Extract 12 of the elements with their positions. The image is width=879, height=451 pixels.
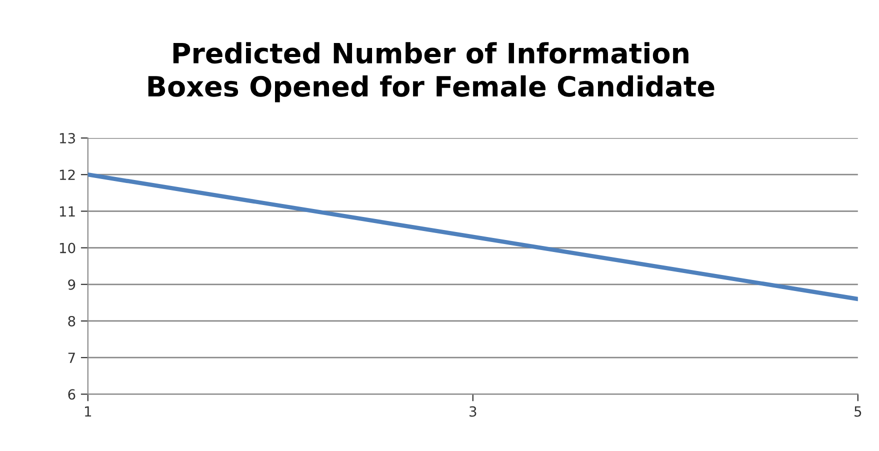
y-tick-label: 10 bbox=[60, 242, 76, 254]
x-tick-label: 5 bbox=[854, 406, 862, 417]
y-tick-label: 6 bbox=[68, 389, 76, 400]
y-tick-label: 11 bbox=[60, 206, 75, 216]
x-tick-label: 1 bbox=[85, 406, 92, 417]
x-tick-label: 3 bbox=[470, 406, 476, 417]
chart-title: Predicted Number of Information Boxes Opened for Female Candidate bbox=[148, 42, 714, 102]
y-tick-label: 7 bbox=[68, 352, 75, 363]
y-tick-label: 13 bbox=[60, 132, 75, 144]
y-tick-label: 9 bbox=[68, 279, 76, 290]
y-tick-label: 8 bbox=[68, 316, 76, 326]
y-tick-label: 12 bbox=[60, 170, 75, 180]
